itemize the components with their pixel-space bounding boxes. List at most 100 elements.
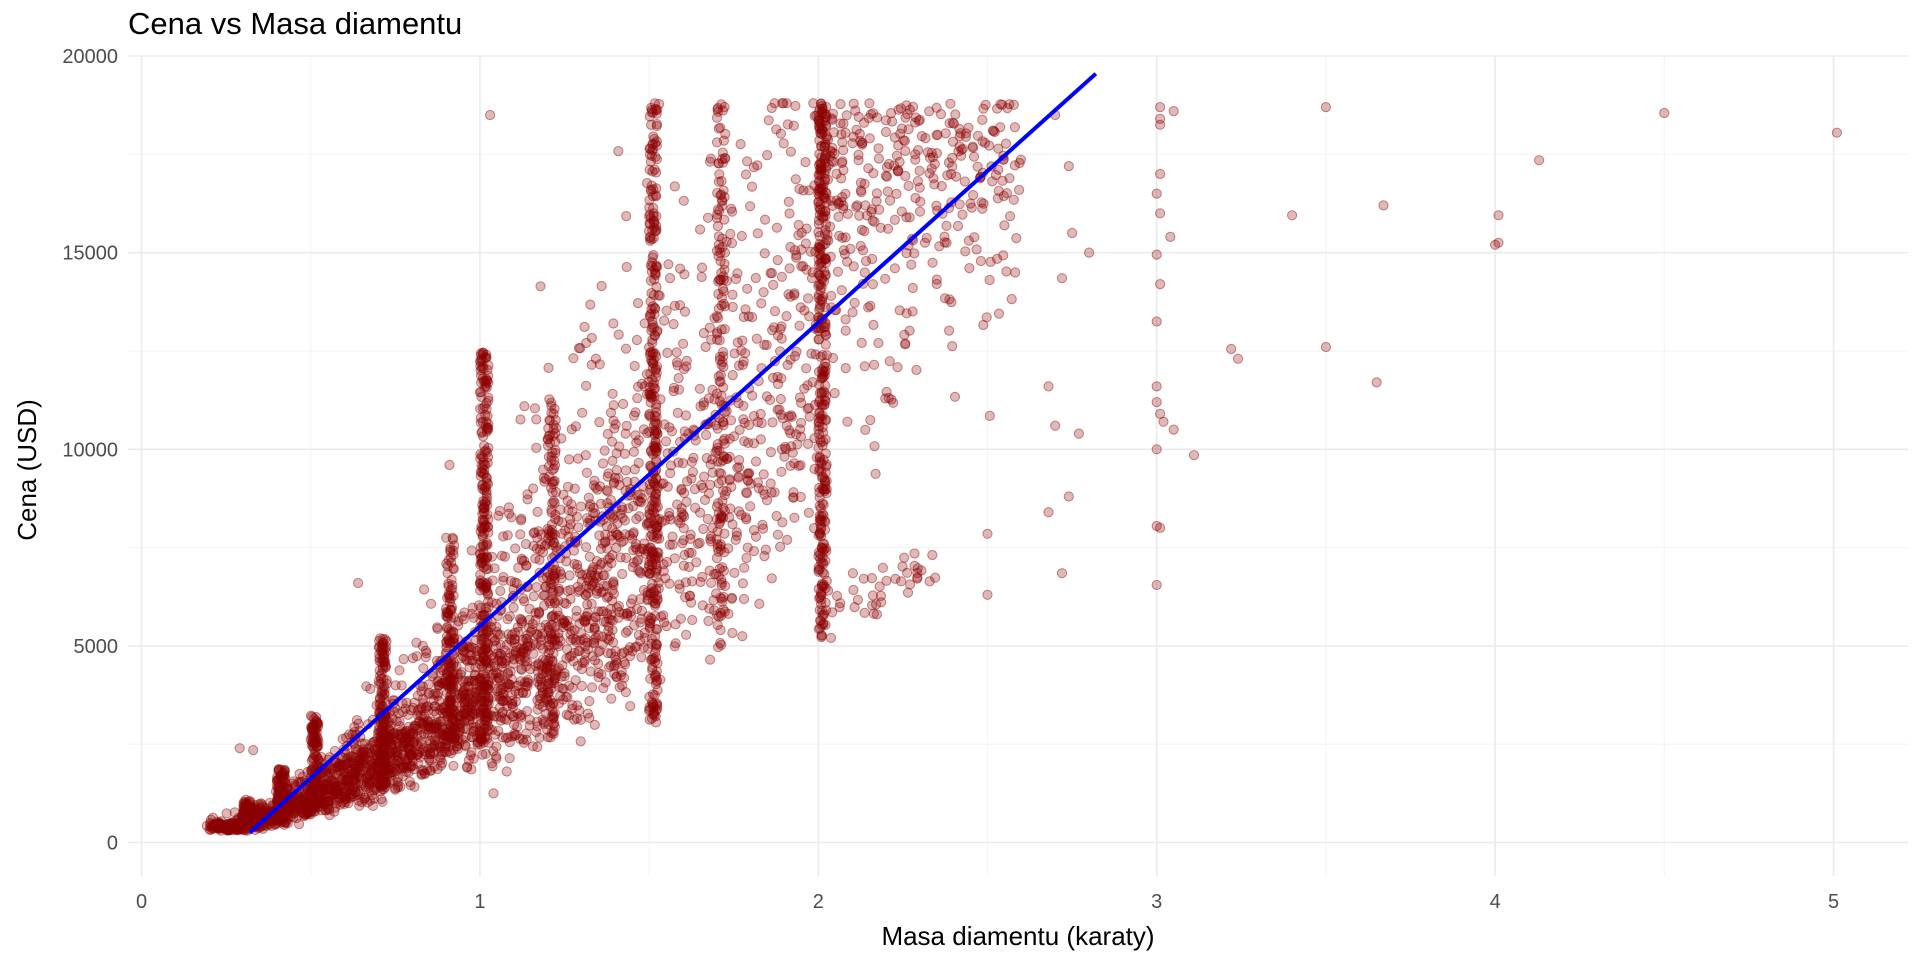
- data-point: [951, 171, 962, 182]
- data-point: [339, 770, 350, 781]
- data-point: [813, 583, 824, 595]
- data-point: [460, 732, 471, 743]
- data-point: [397, 739, 408, 751]
- data-point: [1043, 507, 1054, 518]
- x-tick-label: 5: [1828, 891, 1839, 913]
- data-point: [767, 417, 778, 428]
- data-point: [338, 771, 349, 782]
- data-point: [241, 807, 252, 818]
- data-point: [747, 390, 758, 401]
- data-point: [435, 741, 447, 752]
- data-point: [577, 407, 588, 418]
- data-point: [456, 693, 467, 704]
- data-point: [935, 109, 947, 120]
- data-point: [739, 562, 750, 573]
- data-point: [404, 743, 415, 755]
- data-point: [584, 696, 595, 707]
- data-point: [330, 795, 342, 807]
- data-point: [673, 457, 684, 468]
- data-point: [407, 736, 419, 748]
- data-point: [394, 721, 405, 732]
- data-point: [443, 731, 454, 742]
- data-point: [964, 263, 975, 274]
- data-point: [393, 780, 404, 791]
- data-point: [307, 783, 318, 795]
- data-point: [647, 166, 658, 177]
- data-point: [867, 279, 879, 290]
- data-point: [823, 585, 834, 596]
- data-point: [842, 416, 853, 427]
- data-point: [438, 730, 449, 741]
- data-point: [760, 544, 771, 555]
- data-point: [691, 557, 702, 568]
- data-point: [383, 744, 395, 755]
- data-point: [732, 462, 743, 473]
- data-point: [346, 768, 358, 779]
- data-point: [415, 736, 426, 747]
- data-point: [889, 214, 901, 225]
- data-point: [339, 767, 350, 778]
- data-point: [1001, 266, 1012, 277]
- data-point: [354, 757, 366, 768]
- data-point: [256, 799, 268, 810]
- data-point: [350, 760, 361, 772]
- data-point: [408, 702, 419, 713]
- data-point: [388, 734, 399, 745]
- data-point: [912, 572, 923, 583]
- data-point: [466, 608, 478, 619]
- data-point: [617, 568, 628, 580]
- data-point: [435, 760, 446, 771]
- data-point: [703, 393, 715, 404]
- data-point: [435, 716, 446, 728]
- data-point: [350, 787, 361, 798]
- data-point: [1155, 168, 1166, 180]
- data-point: [931, 274, 942, 285]
- data-point: [716, 639, 727, 651]
- data-point: [416, 718, 428, 729]
- data-point: [397, 771, 408, 782]
- data-point: [361, 772, 372, 783]
- data-point: [433, 680, 444, 691]
- data-point: [993, 308, 1005, 319]
- data-point: [239, 816, 250, 827]
- data-point: [379, 681, 390, 692]
- data-point: [299, 804, 310, 815]
- data-point: [590, 612, 601, 623]
- data-point: [665, 468, 676, 479]
- data-point: [214, 817, 225, 828]
- data-point: [257, 801, 268, 812]
- data-point: [910, 112, 922, 123]
- data-point: [1158, 416, 1169, 427]
- data-point: [462, 641, 473, 652]
- data-point: [454, 722, 465, 733]
- data-point: [332, 769, 343, 780]
- data-point: [520, 633, 531, 645]
- data-point: [367, 762, 378, 773]
- data-point: [1188, 450, 1200, 461]
- data-point: [206, 821, 217, 832]
- data-point: [296, 794, 307, 805]
- data-point: [305, 793, 317, 804]
- data-point: [380, 733, 391, 744]
- data-point: [266, 820, 277, 832]
- data-point: [448, 760, 459, 771]
- data-point: [475, 403, 486, 414]
- data-point: [480, 496, 491, 507]
- data-point: [461, 761, 473, 772]
- data-point: [246, 807, 257, 818]
- data-point: [720, 128, 731, 140]
- data-point: [715, 544, 727, 555]
- data-point: [314, 798, 325, 809]
- data-point: [959, 176, 971, 187]
- data-point: [522, 494, 533, 505]
- data-point: [398, 706, 409, 718]
- data-point: [419, 728, 430, 740]
- data-point: [466, 732, 478, 743]
- data-point: [422, 728, 433, 739]
- data-point: [387, 728, 398, 739]
- data-point: [330, 777, 341, 788]
- data-point: [995, 99, 1006, 110]
- data-point: [476, 729, 487, 740]
- data-point: [304, 804, 315, 815]
- data-point: [534, 679, 545, 690]
